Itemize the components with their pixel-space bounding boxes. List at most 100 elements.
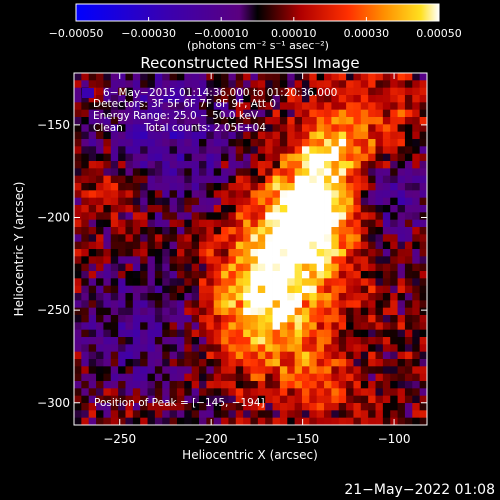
heatmap-cell bbox=[287, 263, 296, 272]
heatmap-cell bbox=[316, 278, 325, 287]
heatmap-cell bbox=[331, 87, 340, 96]
heatmap-cell bbox=[88, 234, 97, 243]
heatmap-cell bbox=[368, 124, 376, 133]
heatmap-cell bbox=[346, 307, 354, 316]
heatmap-cell bbox=[397, 278, 406, 287]
heatmap-cell bbox=[331, 293, 340, 301]
heatmap-cell bbox=[331, 153, 340, 162]
heatmap-cell bbox=[199, 329, 207, 338]
heatmap-cell bbox=[88, 161, 97, 169]
heatmap-cell bbox=[132, 373, 141, 382]
heatmap-cell bbox=[191, 395, 200, 404]
heatmap-cell bbox=[221, 190, 229, 199]
heatmap-cell bbox=[272, 212, 281, 221]
heatmap-cell bbox=[243, 190, 251, 199]
heatmap-cell bbox=[96, 139, 104, 147]
heatmap-cell bbox=[147, 344, 156, 353]
heatmap-cell bbox=[250, 80, 259, 89]
heatmap-cell bbox=[140, 190, 148, 199]
heatmap-cell bbox=[74, 395, 82, 404]
heatmap-cell bbox=[199, 219, 207, 228]
heatmap-cell bbox=[169, 168, 178, 177]
heatmap-cell bbox=[191, 153, 200, 162]
heatmap-cell bbox=[360, 73, 369, 81]
heatmap-cell bbox=[169, 315, 178, 323]
heatmap-cell bbox=[412, 234, 421, 243]
heatmap-cell bbox=[206, 153, 215, 162]
heatmap-cell bbox=[125, 212, 134, 221]
heatmap-cell bbox=[184, 366, 193, 375]
heatmap-cell bbox=[140, 315, 148, 323]
heatmap-cell bbox=[118, 102, 126, 111]
heatmap-cell bbox=[294, 300, 303, 309]
heatmap-cell bbox=[81, 271, 90, 279]
heatmap-cell bbox=[154, 395, 163, 404]
heatmap-cell bbox=[184, 161, 193, 169]
heatmap-cell bbox=[235, 344, 244, 353]
heatmap-cell bbox=[132, 234, 141, 243]
heatmap-cell bbox=[257, 168, 266, 177]
heatmap-cell bbox=[382, 131, 391, 140]
heatmap-cell bbox=[257, 300, 266, 309]
heatmap-cell bbox=[206, 417, 215, 426]
heatmap-cell bbox=[301, 234, 310, 243]
heatmap-cell bbox=[404, 322, 413, 331]
heatmap-cell bbox=[176, 344, 185, 353]
heatmap-cell bbox=[206, 271, 215, 279]
heatmap-cell bbox=[243, 153, 251, 162]
heatmap-cell bbox=[301, 153, 310, 162]
heatmap-cell bbox=[132, 190, 141, 199]
heatmap-cell bbox=[206, 293, 215, 301]
heatmap-cell bbox=[118, 417, 126, 426]
heatmap-cell bbox=[110, 285, 119, 294]
heatmap-cell bbox=[346, 80, 354, 89]
heatmap-cell bbox=[353, 183, 362, 191]
heatmap-cell bbox=[353, 315, 362, 323]
heatmap-cell bbox=[199, 373, 207, 382]
heatmap-cell bbox=[154, 234, 163, 243]
heatmap-cell bbox=[184, 249, 193, 257]
heatmap-cell bbox=[346, 249, 354, 257]
heatmap-cell bbox=[213, 410, 222, 419]
heatmap-cell bbox=[250, 322, 259, 331]
heatmap-cell bbox=[375, 117, 384, 125]
heatmap-cell bbox=[265, 256, 273, 265]
heatmap-cell bbox=[272, 168, 281, 177]
heatmap-cell bbox=[110, 139, 119, 147]
heatmap-cell bbox=[243, 366, 251, 375]
heatmap-cell bbox=[397, 249, 406, 257]
heatmap-cell bbox=[272, 395, 281, 404]
heatmap-cell bbox=[243, 337, 251, 345]
heatmap-cell bbox=[287, 278, 296, 287]
heatmap-cell bbox=[125, 102, 134, 111]
heatmap-cell bbox=[279, 73, 288, 81]
heatmap-cell bbox=[235, 87, 244, 96]
heatmap-cell bbox=[419, 337, 428, 345]
heatmap-cell bbox=[412, 256, 421, 265]
heatmap-cell bbox=[265, 73, 273, 81]
heatmap-cell bbox=[419, 197, 428, 206]
heatmap-cell bbox=[346, 102, 354, 111]
heatmap-cell bbox=[147, 109, 156, 118]
heatmap-cell bbox=[316, 241, 325, 250]
heatmap-cell bbox=[272, 153, 281, 162]
colorbar-ticks: −0.00050 −0.00030 −0.00010 0.00010 0.00030 0.… bbox=[49, 17, 462, 40]
heatmap-cell bbox=[324, 256, 332, 265]
heatmap-cell bbox=[206, 278, 215, 287]
heatmap-cell bbox=[419, 80, 428, 89]
heatmap-cell bbox=[213, 337, 222, 345]
heatmap-cell bbox=[265, 227, 273, 235]
heatmap-cell bbox=[397, 359, 406, 367]
heatmap-cell bbox=[103, 234, 112, 243]
heatmap-cell bbox=[375, 234, 384, 243]
heatmap-cell bbox=[184, 315, 193, 323]
heatmap-cell bbox=[132, 227, 141, 235]
heatmap-cell bbox=[331, 307, 340, 316]
heatmap-cell bbox=[118, 146, 126, 155]
heatmap-cell bbox=[221, 131, 229, 140]
heatmap-cell bbox=[162, 153, 170, 162]
heatmap-cell bbox=[140, 410, 148, 419]
heatmap-cell bbox=[309, 256, 318, 265]
heatmap-cell bbox=[213, 234, 222, 243]
heatmap-cell bbox=[213, 344, 222, 353]
